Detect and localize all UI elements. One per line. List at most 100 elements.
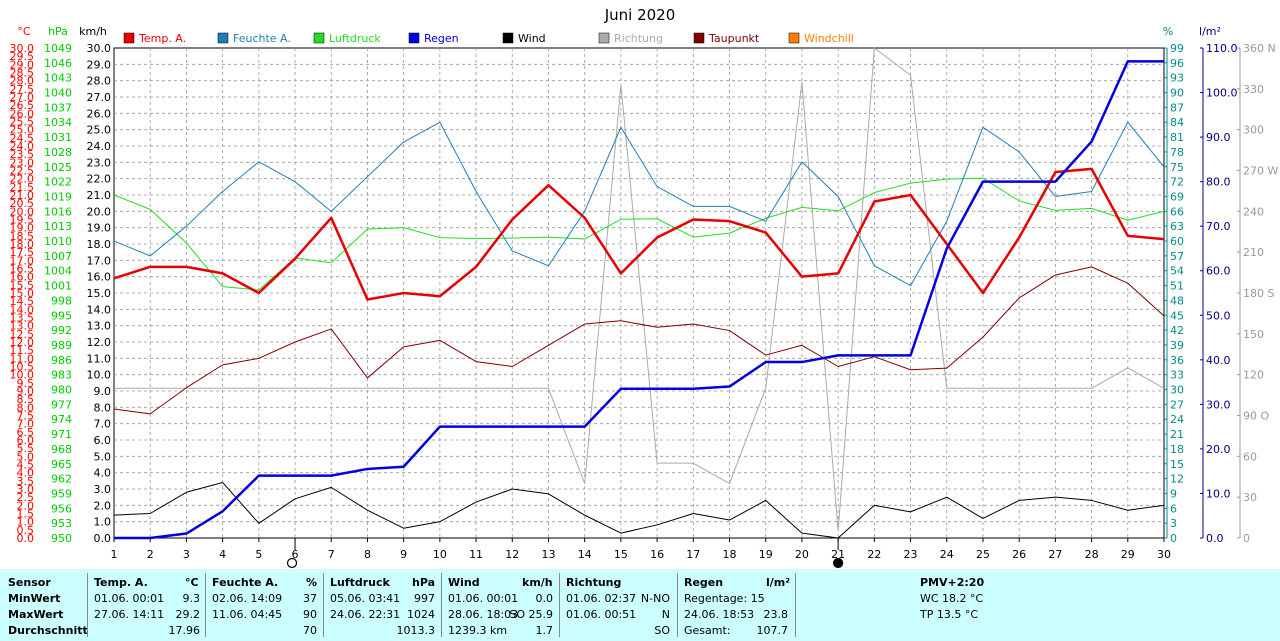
y-tick-label-right: 10.0 [1206, 487, 1231, 500]
y-tick-label-right: 300 [1243, 124, 1264, 137]
y-tick-label-left: 1049 [44, 42, 72, 55]
y-tick-label-right: 120 [1243, 369, 1264, 382]
y-tick-label-left: 19.0 [87, 222, 112, 235]
series-line-wind [113, 481, 1165, 539]
y-tick-label-left: 27.0 [87, 91, 112, 104]
y-tick-label-right: 0.0 [1206, 532, 1224, 545]
y-tick-label-left: 21.5 [10, 181, 35, 194]
legend-item: Luftdruck [313, 32, 381, 45]
y-tick-label-left: 26.5 [10, 99, 35, 112]
axis-unit-right: l/m² [1199, 25, 1221, 38]
series-line-taupunkt [113, 266, 1165, 415]
y-tick-label-left: 1034 [44, 116, 72, 129]
y-tick-label-left: 959 [51, 487, 72, 500]
x-tick-label: 4 [219, 548, 226, 561]
y-tick-label-left: 992 [51, 324, 72, 337]
axes: 1 2 3 4 5 6 7 8 9 10 11 12 13 14 15 16 17 18 19 20 21 22 23 24 2… [10, 25, 1278, 569]
y-tick-label-left: 26.0 [87, 107, 112, 120]
y-tick-label-left: 17.5 [10, 246, 35, 259]
y-tick-label-right: 96 [1170, 57, 1184, 70]
y-tick-label-left: 26.0 [10, 107, 35, 120]
y-tick-label-left: 2.0 [17, 499, 35, 512]
y-tick-label-right: 15 [1170, 458, 1184, 471]
y-tick-label-right: 0 [1170, 532, 1177, 545]
y-tick-label-left: 10.0 [10, 369, 35, 382]
y-tick-label-left: 1022 [44, 176, 72, 189]
axis-unit-left: °C [17, 25, 31, 38]
y-tick-label-right: 75 [1170, 161, 1184, 174]
y-tick-label-left: 953 [51, 517, 72, 530]
x-tick-label: 30 [1157, 548, 1171, 561]
y-tick-label-left: 14.5 [10, 295, 35, 308]
x-tick-label: 21 [831, 548, 845, 561]
y-tick-label-right: 84 [1170, 116, 1184, 129]
direction-header: Richtung [566, 576, 622, 589]
y-tick-label-left: 1040 [44, 87, 72, 100]
x-tick-label: 28 [1085, 548, 1099, 561]
y-tick-label-right: 360 N [1243, 42, 1276, 55]
y-tick-label-right: 87 [1170, 101, 1184, 114]
pressure-min-time: 05.06. 03:41 [330, 592, 401, 605]
series-line-feuchte-a [113, 121, 1165, 287]
y-tick-label-right: 81 [1170, 131, 1184, 144]
legend-item: Regen [408, 32, 459, 45]
y-tick-label-left: 15.0 [10, 287, 35, 300]
y-tick-label-left: 30.0 [10, 42, 35, 55]
series-line-regen [114, 60, 1164, 540]
y-tick-label-left: 25.0 [87, 124, 112, 137]
y-tick-label-left: 4.0 [17, 467, 35, 480]
legend-swatch [408, 32, 420, 44]
direction-min-time: 01.06. 02:37 [566, 592, 637, 605]
y-tick-label-left: 995 [51, 309, 72, 322]
y-tick-label-left: 12.0 [87, 336, 112, 349]
y-tick-label-left: 30.0 [87, 42, 112, 55]
y-tick-label-left: 13.0 [87, 320, 112, 333]
y-tick-label-right: 66 [1170, 205, 1184, 218]
y-tick-label-right: 60 [1243, 450, 1257, 463]
y-tick-label-left: 14.0 [87, 303, 112, 316]
wind-header: Wind [448, 576, 480, 589]
rain-unit: l/m² [766, 576, 791, 589]
wind-max-time: 28.06. 18:03 [448, 608, 519, 621]
pressure-unit: hPa [412, 576, 436, 589]
wind-min-value: 0.0 [535, 592, 554, 605]
legend-swatch [123, 32, 135, 44]
y-tick-label-left: 1010 [44, 235, 72, 248]
y-tick-label-left: 1019 [44, 190, 72, 203]
y-tick-label-left: 20.5 [10, 197, 35, 210]
y-tick-label-right: 240 [1243, 205, 1264, 218]
y-tick-label-left: 0.0 [17, 532, 35, 545]
y-tick-label-left: 1028 [44, 146, 72, 159]
y-tick-label-left: 9.0 [17, 385, 35, 398]
y-tick-label-right: 210 [1243, 246, 1264, 259]
rain-max-time: 24.06. 18:53 [684, 608, 755, 621]
x-tick-label: 16 [650, 548, 664, 561]
y-tick-label-right: 3 [1170, 517, 1177, 530]
grid [113, 47, 1165, 539]
y-tick-label-left: 24.5 [10, 132, 35, 145]
y-tick-label-right: 54 [1170, 265, 1184, 278]
y-tick-label-left: 0.0 [94, 532, 112, 545]
y-tick-label-left: 7.5 [17, 410, 35, 423]
legend-swatch [693, 32, 705, 44]
y-tick-label-left: 1046 [44, 57, 72, 70]
x-tick-label: 11 [469, 548, 483, 561]
x-tick-label: 27 [1048, 548, 1062, 561]
legend-label: Regen [424, 32, 459, 45]
y-tick-label-right: 110.0 [1206, 42, 1238, 55]
legend-swatch [788, 32, 800, 44]
legend-label: Windchill [804, 32, 854, 45]
y-tick-label-left: 15.0 [87, 287, 112, 300]
y-tick-label-left: 22.5 [10, 165, 35, 178]
minwert-label: MinWert [8, 592, 61, 605]
y-tick-label-left: 19.0 [10, 222, 35, 235]
legend-item: Windchill [788, 32, 854, 45]
chart-area: 1 2 3 4 5 6 7 8 9 10 11 12 13 14 15 16 17 18 19 20 21 22 23 24 2… [10, 6, 1278, 569]
y-tick-label-right: 48 [1170, 294, 1184, 307]
x-tick-label: 17 [686, 548, 700, 561]
axis-unit-left: hPa [48, 25, 68, 38]
y-tick-label-left: 6.0 [17, 434, 35, 447]
y-tick-label-left: 0.5 [17, 524, 35, 537]
durchschnitt-label: Durchschnitt [8, 624, 88, 637]
maxwert-label: MaxWert [8, 608, 64, 621]
